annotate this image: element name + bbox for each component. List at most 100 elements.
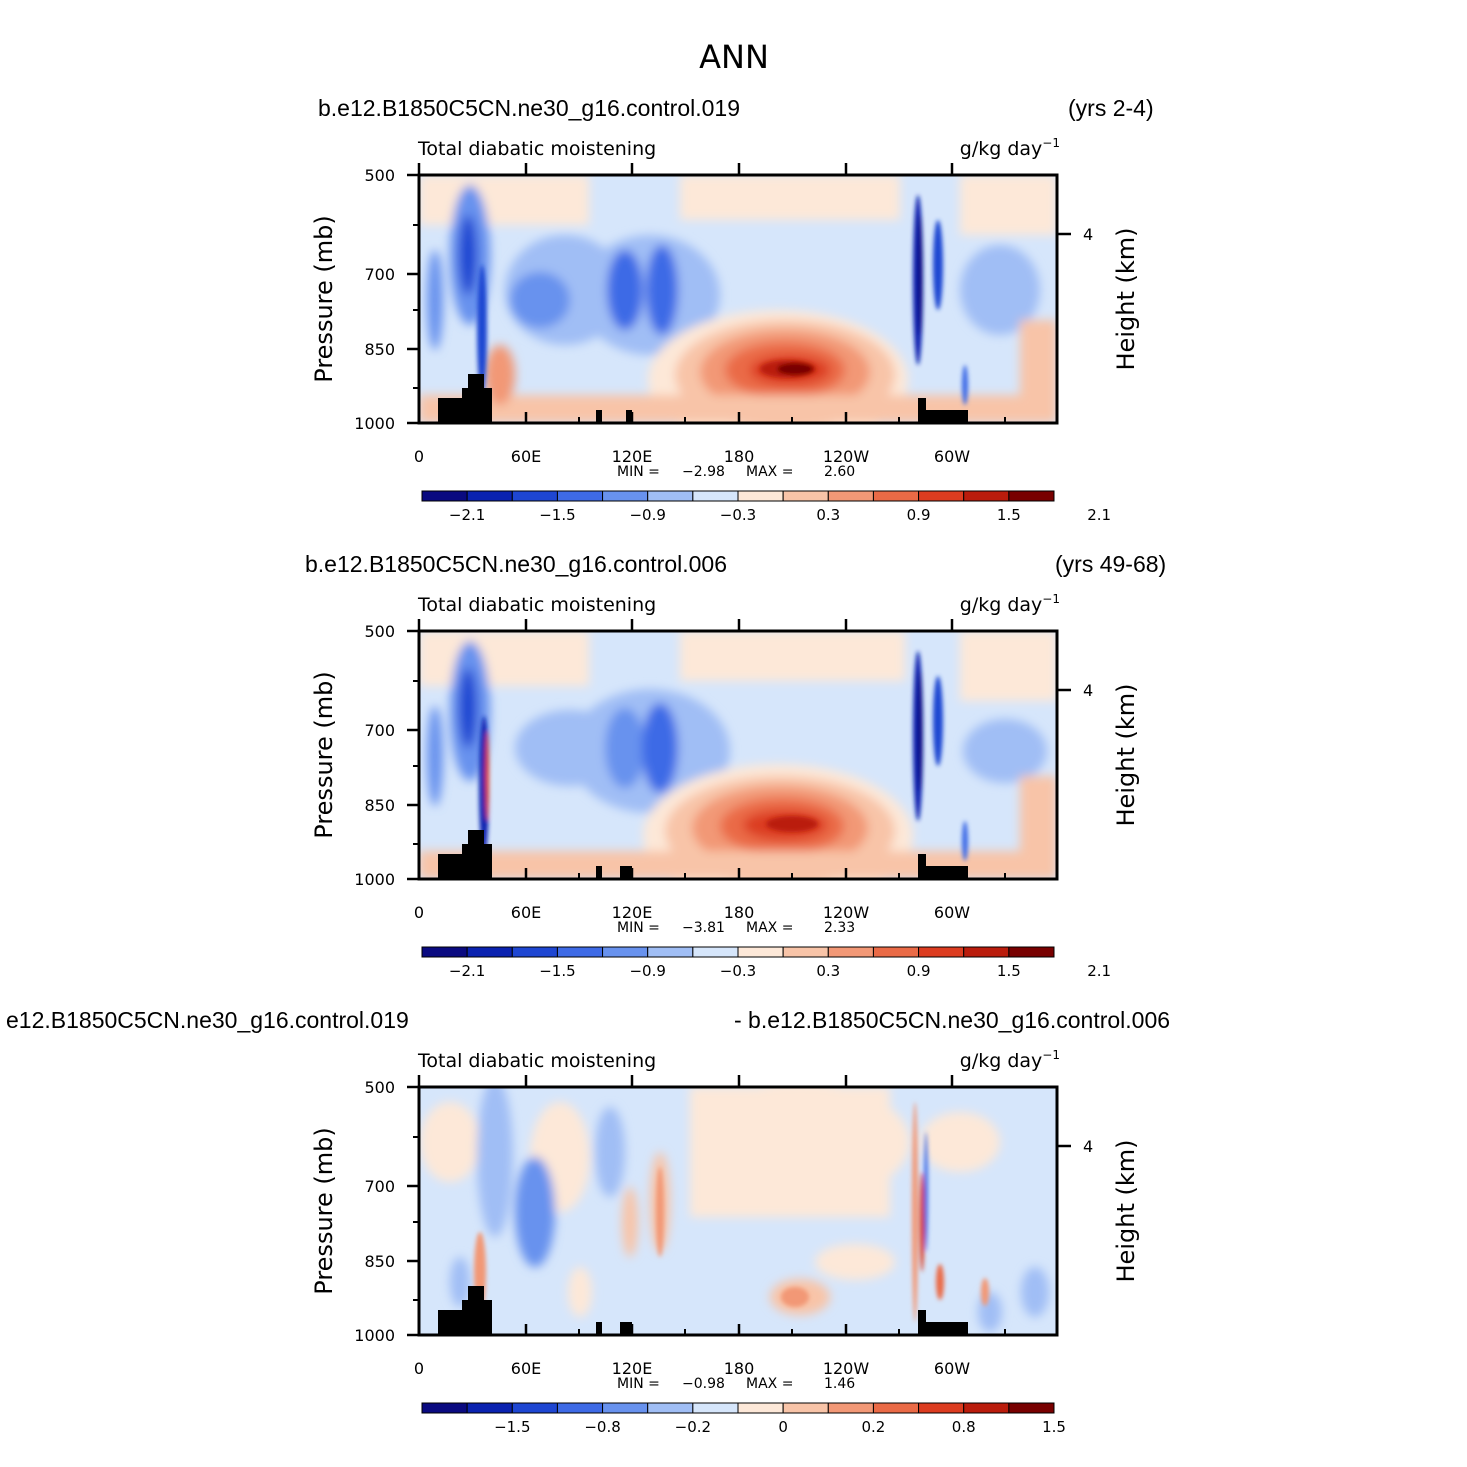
colorbar-label: −0.8 — [584, 1418, 620, 1436]
case-name: b.e12.B1850C5CN.ne30_g16.control.019 — [318, 95, 740, 121]
min-value: −0.98 — [682, 1376, 725, 1392]
colorbar-label: −2.1 — [449, 962, 485, 980]
year-range: (yrs 2-4) — [1068, 95, 1154, 121]
y-tick-label: 1000 — [354, 870, 395, 889]
min-max-stats: MIN = −2.98 MAX = 2.60 — [617, 464, 855, 480]
colorbar-swatch — [647, 946, 694, 958]
colorbar-swatch — [963, 946, 1010, 958]
min-max-stats: MIN = −3.81 MAX = 2.33 — [617, 920, 855, 936]
colorbar-label: 0.9 — [907, 506, 931, 524]
colorbar-swatch — [511, 490, 558, 502]
right-axis: 4 — [1057, 1137, 1093, 1156]
colorbar-swatch — [647, 490, 694, 502]
colorbar-swatch — [918, 490, 965, 502]
y-tick-label: 850 — [364, 340, 395, 359]
colorbar-label: −0.9 — [629, 962, 665, 980]
colorbar-swatch — [421, 1402, 468, 1414]
colorbar-swatch — [556, 946, 604, 958]
right-tick-label: 4 — [1083, 1137, 1093, 1156]
colorbar-swatch — [827, 490, 874, 502]
colorbar-label: 1.5 — [1042, 1418, 1066, 1436]
variable-name: Total diabatic moistening — [417, 1050, 656, 1072]
colorbar-label: −2.1 — [449, 506, 485, 524]
colorbar-label: 2.1 — [1087, 962, 1111, 980]
units-text: g/kg day — [960, 138, 1043, 160]
colorbar-swatch — [466, 946, 513, 958]
colorbar-label: 0.3 — [816, 506, 840, 524]
colorbar-swatch — [692, 946, 739, 958]
x-tick-label: 60E — [511, 447, 541, 466]
colorbar-swatch — [782, 490, 829, 502]
min-label: MIN = — [617, 1376, 660, 1392]
x-tick-label: 180 — [724, 903, 755, 922]
colorbar-label: 0.2 — [861, 1418, 885, 1436]
units-label: g/kg day−1 — [960, 592, 1060, 616]
year-range: (yrs 49-68) — [1055, 551, 1166, 577]
y-tick-label: 500 — [364, 1078, 395, 1097]
units-exponent: −1 — [1042, 136, 1060, 150]
colorbar-label: 0.9 — [907, 962, 931, 980]
panel-3-difference: e12.B1850C5CN.ne30_g16.control.019 - b.e… — [6, 1007, 1170, 1436]
colorbar-label: −1.5 — [539, 506, 575, 524]
x-tick-label: 120W — [823, 447, 870, 466]
colorbar-label: −0.9 — [629, 506, 665, 524]
colorbar-label: 1.5 — [997, 506, 1021, 524]
x-axis: 0 60E 120E 180 120W 60W — [414, 163, 1006, 466]
max-value: 2.60 — [824, 464, 855, 480]
right-axis-title: Height (km) — [1112, 228, 1140, 371]
colorbar: −1.5 −0.8 −0.2 0 0.2 0.8 1.5 — [421, 1402, 1066, 1436]
colorbar-swatch — [602, 946, 649, 958]
y-axis: 500 700 850 1000 — [354, 166, 419, 433]
variable-name: Total diabatic moistening — [417, 594, 656, 616]
y-tick-label: 850 — [364, 1252, 395, 1271]
colorbar-swatch — [872, 1402, 920, 1414]
colorbar-swatch — [737, 490, 784, 502]
colorbar-swatch — [782, 1402, 829, 1414]
colorbar-swatch — [647, 1402, 694, 1414]
colorbar-swatch — [872, 946, 920, 958]
y-axis: 500 700 850 1000 — [354, 1078, 419, 1345]
right-tick-label: 4 — [1083, 681, 1093, 700]
x-axis: 0 60E 120E 180 120W 60W — [414, 1075, 1006, 1378]
colorbar-swatch — [421, 490, 468, 502]
colorbar-swatch — [1008, 1402, 1055, 1414]
x-tick-label: 120E — [612, 1359, 653, 1378]
colorbar-swatch — [918, 946, 965, 958]
x-axis: 0 60E 120E 180 120W 60W — [414, 619, 1006, 922]
x-tick-label: 60W — [934, 903, 970, 922]
y-tick-label: 1000 — [354, 1326, 395, 1345]
colorbar-label: −0.3 — [720, 962, 756, 980]
y-tick-label: 500 — [364, 166, 395, 185]
min-label: MIN = — [617, 920, 660, 936]
y-tick-label: 700 — [364, 265, 395, 284]
colorbar-swatch — [602, 1402, 649, 1414]
units-label: g/kg day−1 — [960, 136, 1060, 160]
colorbar-swatch — [556, 490, 604, 502]
contour-field — [419, 631, 1057, 879]
colorbar-swatch — [692, 490, 739, 502]
max-label: MAX = — [746, 464, 793, 480]
x-tick-label: 180 — [724, 1359, 755, 1378]
colorbar-swatch — [1008, 946, 1055, 958]
x-tick-label: 180 — [724, 447, 755, 466]
colorbar-swatch — [466, 1402, 513, 1414]
colorbar-swatch — [737, 1402, 784, 1414]
right-axis: 4 — [1057, 225, 1093, 244]
colorbar-label: 0.8 — [952, 1418, 976, 1436]
colorbar-swatch — [827, 946, 874, 958]
max-label: MAX = — [746, 920, 793, 936]
contour-field — [419, 175, 1057, 423]
x-tick-label: 60E — [511, 1359, 541, 1378]
max-label: MAX = — [746, 1376, 793, 1392]
units-exponent: −1 — [1042, 1048, 1060, 1062]
colorbar-label: 1.5 — [997, 962, 1021, 980]
colorbar-label: −0.2 — [675, 1418, 711, 1436]
y-axis-title: Pressure (mb) — [310, 671, 338, 838]
colorbar-label: −1.5 — [539, 962, 575, 980]
max-value: 1.46 — [824, 1376, 855, 1392]
case-name: b.e12.B1850C5CN.ne30_g16.control.006 — [305, 551, 727, 577]
colorbar-swatch — [421, 946, 468, 958]
colorbar-swatch — [511, 1402, 558, 1414]
min-value: −2.98 — [682, 464, 725, 480]
